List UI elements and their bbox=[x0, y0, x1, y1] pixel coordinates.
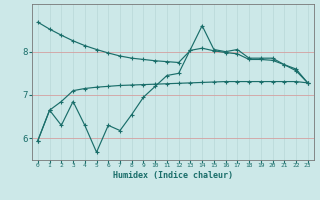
X-axis label: Humidex (Indice chaleur): Humidex (Indice chaleur) bbox=[113, 171, 233, 180]
